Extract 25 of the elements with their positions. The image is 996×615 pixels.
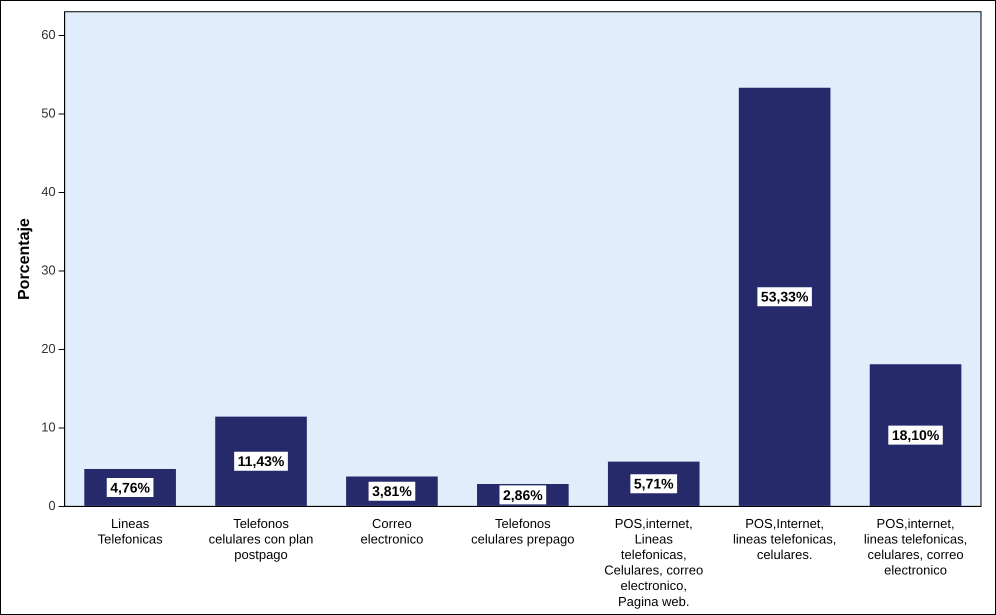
data-label: 3,81% <box>372 483 412 500</box>
y-tick-label: 20 <box>41 340 56 356</box>
x-tick-label: Correo electronico <box>360 516 424 546</box>
bar <box>738 88 830 506</box>
x-tick-label: POS,Internet, lineas telefonicas, celulares. <box>732 516 836 562</box>
data-label: 53,33% <box>760 288 809 305</box>
data-label: 4,76% <box>110 479 151 496</box>
x-tick-label: Telefonos celulares con plan postpago <box>208 516 314 562</box>
y-tick-label: 0 <box>48 498 56 513</box>
y-tick-label: 60 <box>41 26 56 42</box>
data-label: 11,43% <box>238 453 285 470</box>
y-tick-label: 30 <box>41 262 56 278</box>
x-tick-label: POS,internet, lineas telefonicas, celulares, correo electronico <box>864 516 968 578</box>
y-tick-label: 50 <box>41 105 56 120</box>
y-tick-label: 40 <box>41 184 56 199</box>
data-label: 2,86% <box>502 486 544 503</box>
y-tick-label: 10 <box>41 419 56 434</box>
x-tick-label: Telefonos celulares prepago <box>471 516 575 546</box>
y-axis-title: Porcentaje <box>16 218 34 300</box>
data-label: 5,71% <box>634 476 674 492</box>
bar <box>870 364 962 506</box>
data-label: 18,10% <box>892 426 940 443</box>
x-tick-label: POS,internet, Lineas telefonicas, Celulares, correo electronico, Pagina web. <box>604 516 704 609</box>
bar <box>215 416 307 506</box>
x-tick-label: Lineas Telefonicas <box>98 516 164 546</box>
